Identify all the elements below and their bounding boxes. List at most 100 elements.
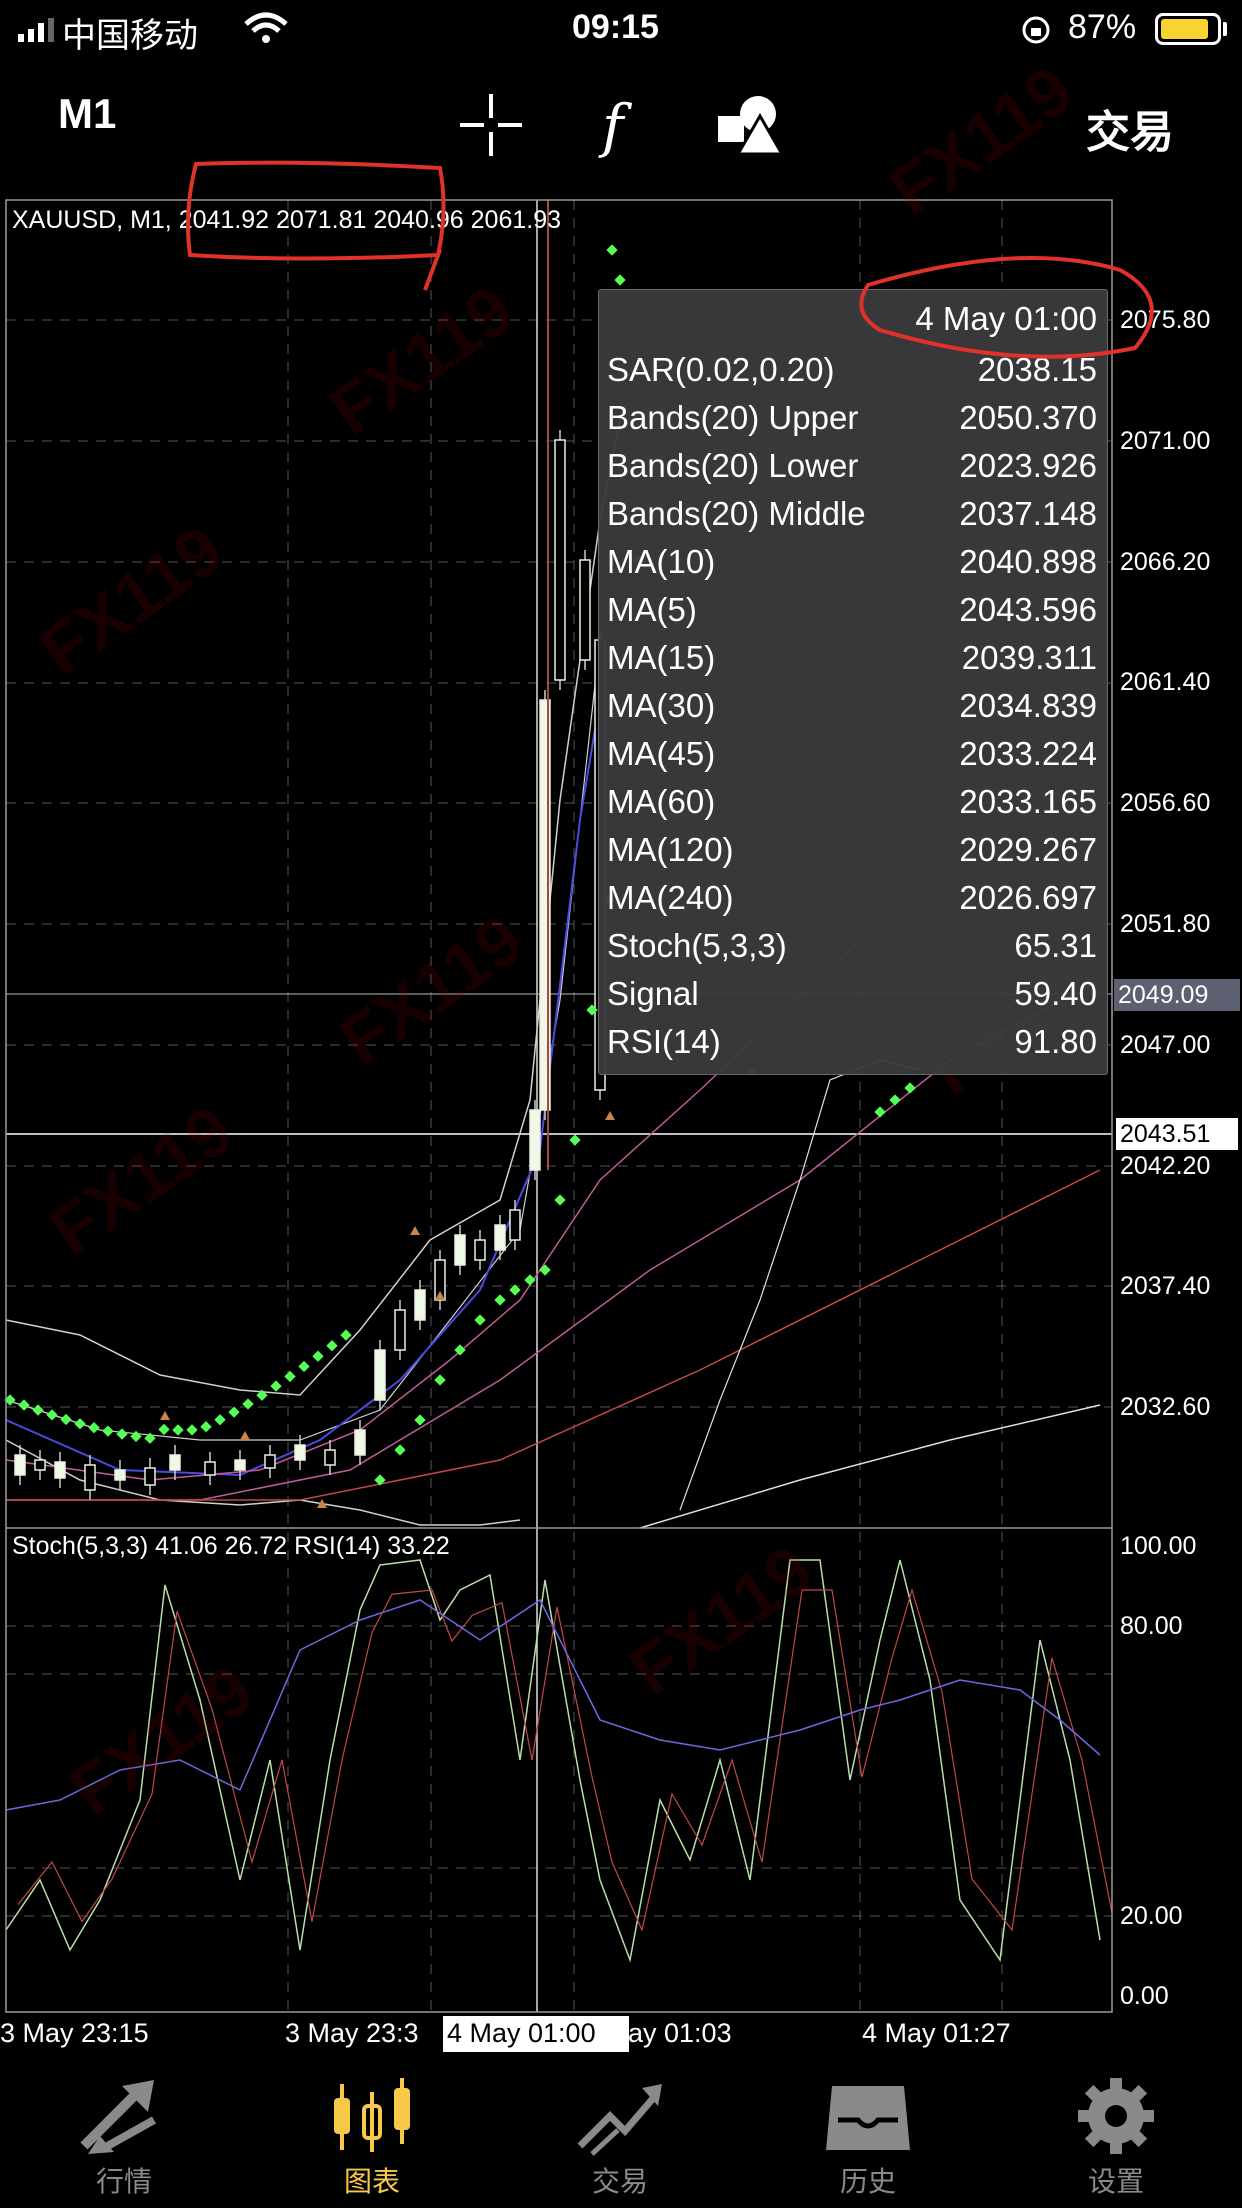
sar-dot [494, 1294, 506, 1306]
carrier-label: 中国移动 [62, 17, 198, 55]
time-label-4: 4 May 01:27 [862, 2018, 1011, 2048]
tooltip-row-label: MA(60) [607, 783, 716, 820]
candle-body [264, 1454, 276, 1469]
candle-body [414, 1289, 426, 1321]
tooltip-row-label: RSI(14) [607, 1023, 721, 1060]
sar-dot [88, 1422, 100, 1434]
candle-body [374, 1349, 386, 1401]
candle-body [579, 559, 591, 661]
sar-dot [46, 1409, 58, 1421]
crosshair-price-badge: 2049.09 [1114, 979, 1240, 1011]
candle-body [84, 1464, 96, 1491]
price-chart[interactable] [0, 190, 1242, 2030]
ma-pink-2 [6, 979, 1101, 1501]
tab-trade[interactable]: 交易 [496, 2060, 744, 2208]
ma-white [639, 1404, 1101, 1529]
price-tick-label: 2061.40 [1120, 668, 1211, 697]
tooltip-row-label: MA(30) [607, 687, 716, 724]
sar-dot [394, 1444, 406, 1456]
sar-dot [144, 1432, 156, 1444]
tooltip-row-label: Bands(20) Middle [607, 495, 866, 532]
candle-body [54, 1461, 66, 1479]
price-tick-label: 2037.40 [1120, 1272, 1211, 1301]
tooltip-row: MA(120) 2029.267 [607, 826, 1097, 874]
price-tick-label: 2042.20 [1120, 1151, 1211, 1180]
candle-body [474, 1239, 486, 1261]
tab-history[interactable]: 历史 [744, 2060, 992, 2208]
candle-body [324, 1449, 336, 1466]
tooltip-row-value: 2039.311 [961, 639, 1097, 676]
candle-body [114, 1469, 126, 1481]
indicator-tick-label: 20.00 [1120, 1902, 1183, 1930]
fractal-marker [435, 1291, 445, 1300]
tooltip-row: MA(15) 2039.311 [607, 634, 1097, 682]
time-label-1: 3 May 23:15 [0, 2018, 149, 2048]
clock: 09:15 [572, 8, 659, 46]
sar-dot [200, 1421, 212, 1433]
sar-dot [586, 1004, 598, 1016]
sar-dot [326, 1340, 338, 1352]
tooltip-date: 4 May 01:00 [915, 300, 1097, 337]
price-tick-label: 2071.00 [1120, 426, 1211, 455]
objects-icon[interactable] [718, 94, 784, 156]
tab-quotes[interactable]: 行情 [0, 2060, 248, 2208]
fractal-marker [317, 1499, 327, 1508]
stoch-signal-line [17, 1587, 1113, 1932]
tooltip-row-label: SAR(0.02,0.20) [607, 351, 835, 388]
candle-body [14, 1454, 26, 1476]
indicator-tick-label: 0.00 [1120, 1982, 1169, 2010]
trade-button[interactable]: 交易 [1086, 108, 1174, 157]
sar-dot [242, 1398, 254, 1410]
price-tick-label: 2075.80 [1120, 306, 1211, 334]
time-label-3: ay 01:03 [628, 2018, 732, 2048]
fractal-marker [160, 1411, 170, 1420]
candle-body [234, 1459, 246, 1471]
sar-dot [158, 1423, 170, 1436]
tooltip-row: Bands(20) Upper 2050.370 [607, 394, 1097, 442]
settings-icon [1078, 2078, 1154, 2154]
sar-dot [18, 1399, 30, 1411]
sar-dot [116, 1428, 128, 1440]
upper-band [5, 419, 621, 1396]
chart-symbol-label: XAUUSD, M1, 2041.92 2071.81 2040.96 2061… [12, 206, 562, 234]
function-icon[interactable]: f [598, 92, 642, 158]
sar-dot [524, 1274, 536, 1286]
sar-dot [904, 1082, 916, 1094]
signal-icon [18, 18, 54, 42]
tab-chart[interactable]: 图表 [248, 2060, 496, 2208]
tooltip-row-value: 91.80 [1014, 1023, 1097, 1060]
tab-settings[interactable]: 设置 [992, 2060, 1240, 2208]
timeframe-button[interactable]: M1 [58, 90, 117, 137]
chart-border [5, 199, 1113, 2013]
candle-body [509, 1209, 521, 1241]
candle-body [454, 1234, 466, 1266]
moving-averages [5, 699, 1101, 1529]
sar-dot [374, 1474, 386, 1486]
ma-pink [5, 939, 861, 1481]
time-label-2: 3 May 23:3 [285, 2018, 419, 2048]
sar-dot [32, 1404, 44, 1416]
tooltip-row-value: 59.40 [1014, 975, 1097, 1012]
sar-dot [554, 1194, 566, 1206]
sar-dot [539, 1264, 551, 1276]
sar-dot [214, 1414, 226, 1426]
candle-body [494, 1224, 506, 1251]
crosshair-icon[interactable] [460, 94, 522, 156]
indicator-tick-label: 100.00 [1120, 1532, 1197, 1560]
tooltip-row: Bands(20) Middle 2037.148 [607, 490, 1097, 538]
rsi-line [5, 1598, 1101, 1811]
tooltip-row-label: Signal [607, 975, 699, 1012]
stoch-rsi-lines [5, 1559, 1113, 1963]
sar-dot [874, 1106, 886, 1118]
sar-dot [284, 1370, 296, 1383]
sar-dot [340, 1329, 352, 1341]
price-tick-label: 2051.80 [1120, 910, 1211, 938]
tooltip-row-value: 65.31 [1014, 927, 1097, 964]
crosshair-price: 2049.09 [1118, 981, 1209, 1009]
tooltip-row: Bands(20) Lower 2023.926 [607, 442, 1097, 490]
price-tick-label: 2032.60 [1120, 1393, 1211, 1422]
tooltip-row-value: 2033.165 [959, 783, 1097, 820]
indicator-tick-label: 80.00 [1120, 1612, 1183, 1640]
candle-body [554, 439, 566, 681]
tooltip-row: Stoch(5,3,3) 65.31 [607, 922, 1097, 970]
